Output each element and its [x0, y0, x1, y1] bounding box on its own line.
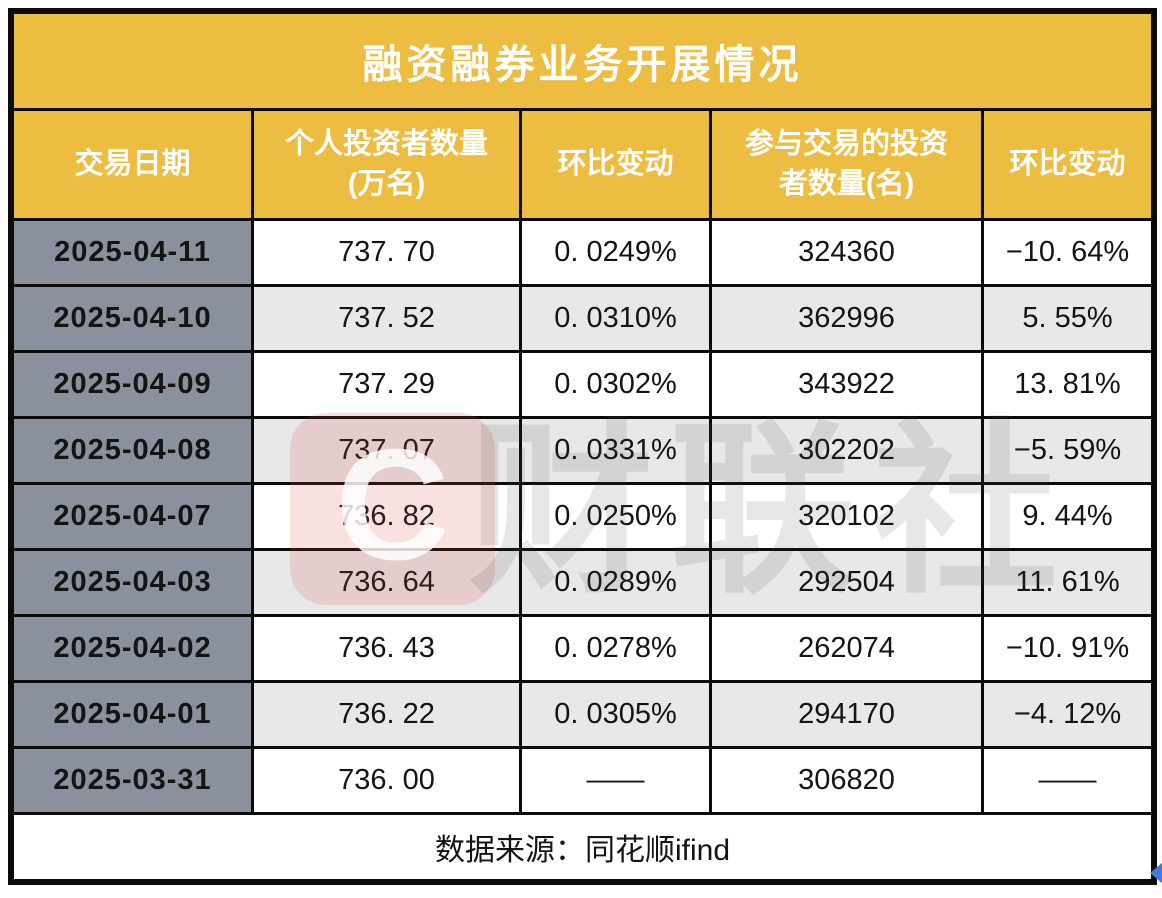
investors-cell: 736. 43	[251, 614, 522, 683]
mom-change-cell: 0. 0331%	[519, 416, 712, 485]
mom-change-cell: 0. 0249%	[519, 218, 712, 287]
investors-cell: 736. 64	[251, 548, 522, 617]
footer-row: 数据来源：同花顺ifind	[10, 812, 1155, 882]
mom-change-cell: 13. 81%	[980, 350, 1155, 419]
date-cell: 2025-04-10	[11, 284, 254, 353]
table-row: 2025-04-09 737. 29 0. 0302% 343922 13. 8…	[11, 350, 1155, 419]
investors-cell: 736. 82	[251, 482, 522, 551]
date-cell: 2025-04-09	[11, 350, 254, 419]
table-row: 2025-03-31 736. 00 —— 306820 ——	[11, 746, 1155, 815]
participants-cell: 343922	[709, 350, 984, 419]
investors-cell: 737. 07	[251, 416, 522, 485]
table-row: 2025-04-10 737. 52 0. 0310% 362996 5. 55…	[11, 284, 1155, 353]
table-title: 融资融券业务开展情况	[10, 11, 1155, 111]
column-header-participating-investors: 参与交易的投资 者数量(名)	[709, 108, 984, 221]
date-cell: 2025-04-11	[11, 218, 254, 287]
participants-cell: 292504	[709, 548, 984, 617]
mom-change-cell: 11. 61%	[980, 548, 1155, 617]
table-row: 2025-04-07 736. 82 0. 0250% 320102 9. 44…	[11, 482, 1155, 551]
data-source-note: 数据来源：同花顺ifind	[10, 812, 1155, 882]
header-line: 环比变动	[557, 147, 674, 180]
table-row: 2025-04-02 736. 43 0. 0278% 262074 −10. …	[11, 614, 1155, 683]
mom-change-cell: −10. 64%	[980, 218, 1155, 287]
investors-cell: 736. 22	[251, 680, 522, 749]
participants-cell: 362996	[709, 284, 984, 353]
column-header-mom-change-2: 环比变动	[980, 108, 1155, 221]
participants-cell: 302202	[709, 416, 984, 485]
date-cell: 2025-03-31	[11, 746, 254, 815]
date-cell: 2025-04-08	[11, 416, 254, 485]
participants-cell: 306820	[709, 746, 984, 815]
mom-change-cell: 0. 0250%	[519, 482, 712, 551]
mom-change-cell: 9. 44%	[980, 482, 1155, 551]
table-row: 2025-04-08 737. 07 0. 0331% 302202 −5. 5…	[11, 416, 1155, 485]
participants-cell-highlighted: 324360	[709, 218, 984, 287]
header-line: 个人投资者数量	[284, 128, 488, 161]
margin-trading-table: 融资融券业务开展情况 交易日期 个人投资者数量 (万名) 环比变动 参与交易的投…	[8, 8, 1158, 885]
date-cell: 2025-04-02	[11, 614, 254, 683]
investors-cell: 737. 29	[251, 350, 522, 419]
mom-change-cell: −5. 59%	[980, 416, 1155, 485]
mom-change-dash: ——	[980, 746, 1155, 815]
investors-cell: 737. 70	[251, 218, 522, 287]
header-line: 交易日期	[74, 147, 191, 180]
header-row: 交易日期 个人投资者数量 (万名) 环比变动 参与交易的投资 者数量(名) 环比…	[11, 108, 1155, 221]
title-row: 融资融券业务开展情况	[10, 11, 1155, 111]
mom-change-cell: 5. 55%	[980, 284, 1155, 353]
mom-change-cell: 0. 0302%	[519, 350, 712, 419]
mom-change-cell: −4. 12%	[980, 680, 1155, 749]
mom-change-cell: 0. 0278%	[519, 614, 712, 683]
investors-cell: 737. 52	[251, 284, 522, 353]
header-line: (万名)	[347, 167, 426, 200]
investors-cell: 736. 00	[251, 746, 522, 815]
table-row: 2025-04-11 737. 70 0. 0249% 324360 −10. …	[11, 218, 1155, 287]
header-line: 环比变动	[1009, 147, 1126, 180]
date-cell: 2025-04-03	[11, 548, 254, 617]
participants-cell: 262074	[709, 614, 984, 683]
table-row: 2025-04-03 736. 64 0. 0289% 292504 11. 6…	[11, 548, 1155, 617]
header-line: 者数量(名)	[778, 167, 915, 200]
participants-cell-highlighted: 320102	[709, 482, 984, 551]
mom-change-cell: 0. 0310%	[519, 284, 712, 353]
column-header-individual-investors: 个人投资者数量 (万名)	[251, 108, 522, 221]
date-cell: 2025-04-07	[11, 482, 254, 551]
date-cell: 2025-04-01	[11, 680, 254, 749]
header-line: 参与交易的投资	[744, 128, 948, 161]
selection-handle-icon	[1150, 862, 1162, 884]
mom-change-cell: 0. 0289%	[519, 548, 712, 617]
mom-change-cell: −10. 91%	[980, 614, 1155, 683]
participants-cell: 294170	[709, 680, 984, 749]
mom-change-cell: 0. 0305%	[519, 680, 712, 749]
column-header-mom-change-1: 环比变动	[519, 108, 712, 221]
mom-change-dash: ——	[519, 746, 712, 815]
column-header-date: 交易日期	[11, 108, 254, 221]
table-row: 2025-04-01 736. 22 0. 0305% 294170 −4. 1…	[11, 680, 1155, 749]
